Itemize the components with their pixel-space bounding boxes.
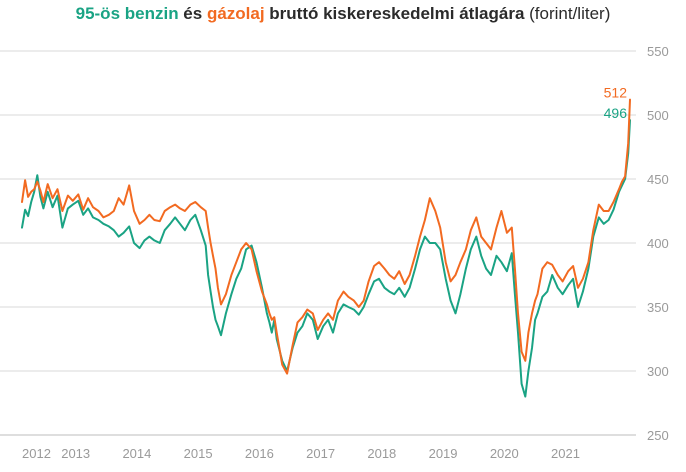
- x-tick-label-2021: 2021: [551, 446, 580, 461]
- x-tick-label-2013: 2013: [61, 446, 90, 461]
- x-tick-label-2020: 2020: [490, 446, 519, 461]
- x-tick-label-2012: 2012: [22, 446, 51, 461]
- end-label-benzin: 496: [604, 105, 628, 121]
- series-line-benzin: [21, 119, 631, 398]
- y-tick-label-550: 550: [647, 44, 669, 59]
- x-tick-label-2016: 2016: [245, 446, 274, 461]
- x-tick-label-2019: 2019: [429, 446, 458, 461]
- x-tick-label-2015: 2015: [184, 446, 213, 461]
- y-tick-label-350: 350: [647, 300, 669, 315]
- y-tick-label-500: 500: [647, 108, 669, 123]
- x-tick-label-2018: 2018: [367, 446, 396, 461]
- title-es: és: [178, 4, 207, 23]
- x-tick-label-2017: 2017: [306, 446, 335, 461]
- title-unit: (forint/liter): [524, 4, 611, 23]
- y-tick-label-250: 250: [647, 428, 669, 443]
- y-tick-label-400: 400: [647, 236, 669, 251]
- series-line-gazolaj: [21, 98, 631, 375]
- y-tick-label-450: 450: [647, 172, 669, 187]
- x-tick-label-2014: 2014: [122, 446, 151, 461]
- title-gazolaj: gázolaj: [206, 4, 265, 23]
- y-tick-label-300: 300: [647, 364, 669, 379]
- title-benzin: 95-ös benzin: [75, 4, 179, 23]
- end-label-gazolaj: 512: [604, 85, 628, 101]
- title-rest: bruttó kiskereskedelmi átlagára: [264, 4, 525, 23]
- chart-title: 95-ös benzin és gázolaj bruttó kiskeresk…: [0, 4, 686, 24]
